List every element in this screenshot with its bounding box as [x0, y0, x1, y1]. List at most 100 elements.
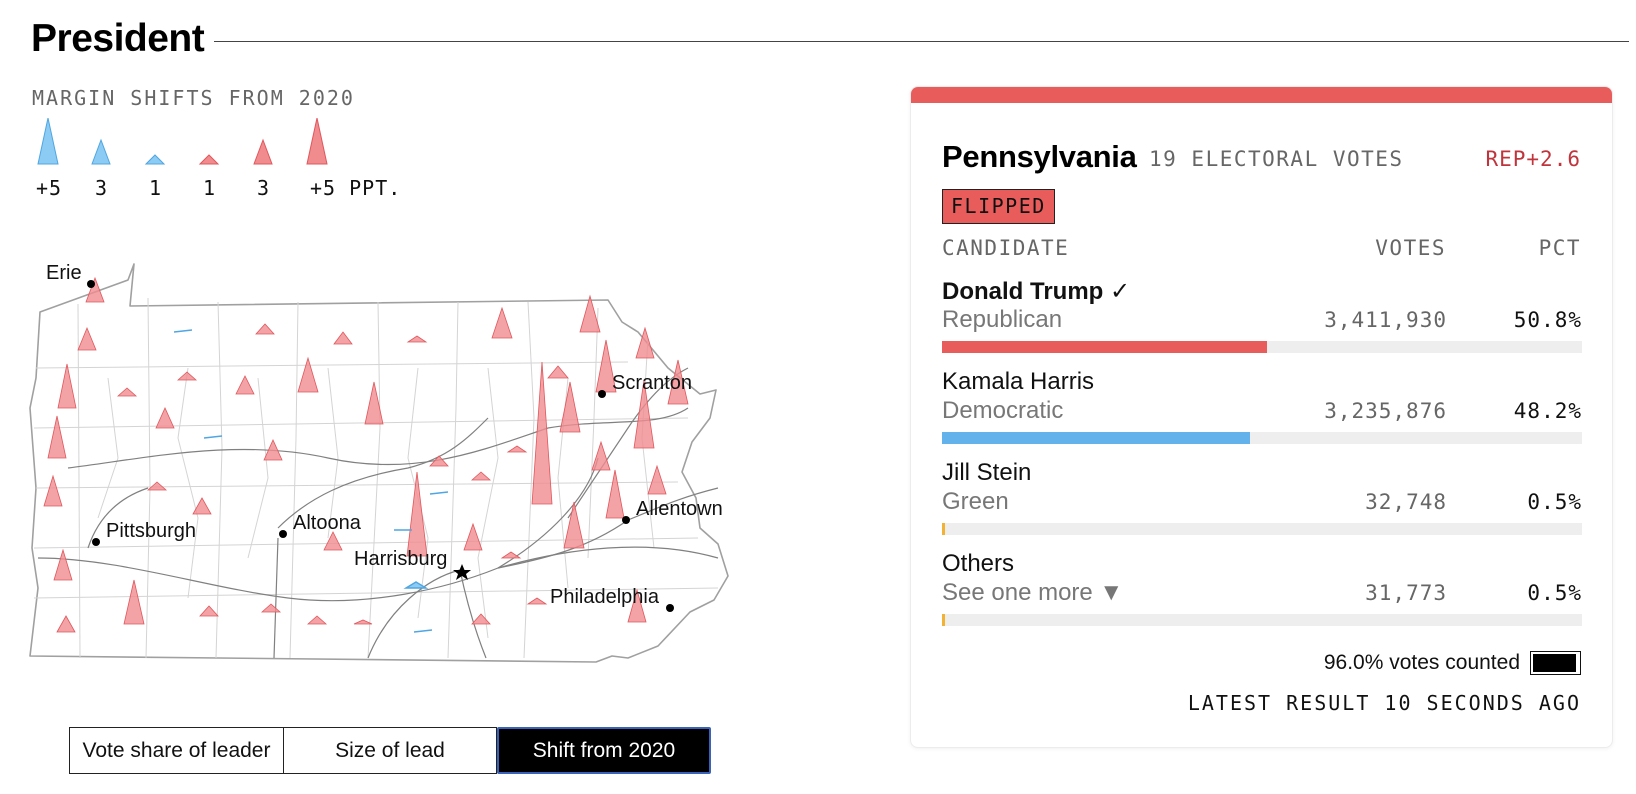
- city-dot-altoona: [279, 530, 287, 538]
- candidate-row: Others See one more ▼ 31,773 0.5%: [942, 550, 1582, 636]
- county-spike: [176, 371, 198, 381]
- city-label-harrisburg: Harrisburg: [354, 548, 448, 570]
- county-spike: [353, 619, 373, 625]
- city-label-philadelphia: Philadelphia: [550, 586, 659, 608]
- county-spike: [155, 407, 175, 429]
- county-spike: [633, 379, 655, 449]
- county-spike: [77, 326, 97, 351]
- county-spike-dem: [203, 435, 223, 439]
- county-shift-map[interactable]: Erie Scranton Pittsburgh Altoona Allento…: [28, 258, 768, 698]
- winner-check-icon: ✓: [1110, 278, 1131, 305]
- legend-title: MARGIN SHIFTS FROM 2020: [32, 86, 355, 110]
- city-dot-allentown: [622, 516, 630, 524]
- county-spike: [463, 522, 483, 551]
- county-spike: [547, 365, 569, 379]
- county-spike: [559, 381, 581, 433]
- county-spike: [591, 440, 611, 471]
- pennsylvania-map: [29, 263, 729, 663]
- county-spike: [627, 588, 647, 623]
- map-mode-toggle: Vote share of leader Size of lead Shift …: [69, 727, 711, 774]
- county-spike: [605, 469, 625, 519]
- county-spike: [470, 471, 492, 481]
- vote-share-bar: [942, 523, 1582, 535]
- county-spike: [429, 455, 449, 467]
- candidate-name: Donald Trump ✓: [942, 278, 1131, 305]
- county-spike: [297, 356, 319, 393]
- legend-spike-rep-3: [253, 138, 273, 165]
- vote-share-fill: [942, 432, 1251, 444]
- vote-share-fill: [942, 523, 946, 535]
- candidate-pct: 48.2%: [1513, 399, 1582, 423]
- county-spike: [491, 306, 513, 339]
- city-label-altoona: Altoona: [293, 512, 361, 534]
- county-spike: [563, 501, 585, 549]
- legend-spike-rep-5: [306, 118, 328, 165]
- vote-share-of-leader-button[interactable]: Vote share of leader: [69, 727, 284, 774]
- state-name: Pennsylvania: [942, 139, 1137, 174]
- county-spike: [43, 474, 63, 507]
- margin-label: REP+2.6: [1485, 147, 1581, 171]
- candidate-name: Others: [942, 550, 1015, 577]
- county-spike: [146, 481, 168, 491]
- county-spike: [306, 615, 328, 625]
- candidate-pct: 50.8%: [1513, 308, 1582, 332]
- county-spike: [595, 339, 617, 393]
- votes-counted-label: 96.0% votes counted: [1323, 651, 1520, 674]
- section-header: President: [31, 14, 1629, 64]
- votes-counted-meter: [1530, 651, 1581, 675]
- candidate-name: Kamala Harris: [942, 368, 1095, 395]
- county-spike-dem: [403, 581, 429, 589]
- county-spike: [199, 605, 219, 617]
- county-spike: [531, 361, 553, 505]
- vote-share-fill: [942, 341, 1268, 353]
- see-one-more-link[interactable]: See one more ▼: [942, 579, 1124, 606]
- county-spike: [116, 387, 138, 397]
- county-spike: [85, 276, 105, 303]
- county-spike: [333, 331, 353, 345]
- capital-star-icon: [453, 564, 471, 580]
- county-spike: [406, 471, 428, 557]
- legend-spikes: [37, 118, 328, 165]
- legend-spike-rep-1: [198, 154, 220, 165]
- legend-spike-dem-5: [37, 118, 59, 165]
- size-of-lead-button[interactable]: Size of lead: [284, 727, 497, 774]
- county-spike: [500, 551, 522, 559]
- shift-legend: +5 3 1 1 3 +5 PPT.: [30, 118, 430, 200]
- county-spike: [192, 497, 212, 515]
- city-label-erie: Erie: [46, 262, 82, 284]
- candidate-row: Kamala Harris Democratic 3,235,876 48.2%: [942, 368, 1582, 454]
- candidate-votes: 31,773: [1365, 581, 1447, 605]
- candidate-pct: 0.5%: [1527, 581, 1582, 605]
- county-spike: [526, 597, 548, 605]
- city-dot-scranton: [598, 390, 606, 398]
- county-spike: [406, 335, 428, 343]
- city-markers: [87, 280, 674, 612]
- candidate-party: Green: [942, 488, 1009, 515]
- county-spike-dem: [413, 629, 433, 633]
- latest-result-timestamp: LATEST RESULT 10 SECONDS AGO: [1187, 691, 1581, 715]
- candidate-votes: 32,748: [1365, 490, 1447, 514]
- county-spike: [57, 363, 77, 409]
- county-spike-dem: [173, 329, 193, 333]
- legend-label: 1: [149, 176, 163, 200]
- county-spike: [47, 415, 67, 459]
- shift-from-2020-button[interactable]: Shift from 2020: [497, 727, 711, 774]
- shift-spikes-rep: [43, 276, 689, 633]
- candidate-pct: 0.5%: [1527, 490, 1582, 514]
- column-header-candidate: CANDIDATE: [942, 236, 1070, 260]
- vote-share-bar: [942, 432, 1582, 444]
- candidate-row: Donald Trump ✓ Republican 3,411,930 50.8…: [942, 277, 1582, 363]
- county-spike: [506, 445, 528, 453]
- county-spike: [123, 579, 145, 625]
- votes-counted-fill: [1533, 654, 1577, 672]
- candidate-name: Jill Stein: [942, 459, 1032, 486]
- winner-color-bar: [911, 87, 1612, 103]
- header-rule: [214, 40, 1629, 42]
- legend-label: 1: [203, 176, 217, 200]
- county-spike: [235, 375, 255, 395]
- legend-label: 3: [257, 176, 271, 200]
- flipped-badge: FLIPPED: [942, 189, 1055, 224]
- city-dot-philadelphia: [666, 604, 674, 612]
- vote-share-fill: [942, 614, 946, 626]
- city-label-scranton: Scranton: [612, 372, 693, 394]
